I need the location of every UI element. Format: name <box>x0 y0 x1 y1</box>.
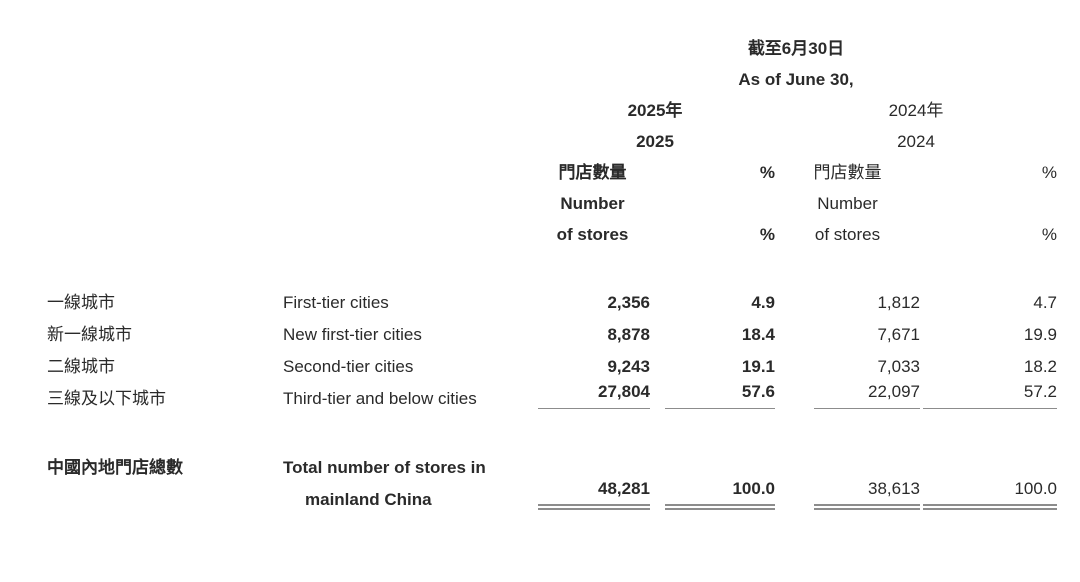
stores-2024-value: 7,671 <box>877 325 920 344</box>
stores-2025-value: 27,804 <box>538 382 650 409</box>
col-header-pct-2025: % <box>759 163 775 182</box>
table-row: 二線城市 Second-tier cities 9,243 19.1 7,033… <box>47 345 1057 377</box>
header-period-en-row: As of June 30, <box>47 59 1057 90</box>
spacer-row <box>47 245 1057 281</box>
total-label-cn: 中國內地門店總數 <box>47 458 183 477</box>
period-title-en: As of June 30, <box>738 70 854 89</box>
total-row-line1: 中國內地門店總數 Total number of stores in <box>47 446 1057 478</box>
stores-2025-value: 8,878 <box>607 325 650 344</box>
pct-2024-value: 57.2 <box>923 382 1057 409</box>
header-period-cn-row: 截至6月30日 <box>47 28 1057 59</box>
city-label-cn: 二線城市 <box>47 357 115 376</box>
total-pct-2024-value: 100.0 <box>923 479 1057 510</box>
pct-2025-value: 4.9 <box>751 293 775 312</box>
city-label-cn: 新一線城市 <box>47 325 132 344</box>
stores-2024-value: 7,033 <box>877 357 920 376</box>
header-cols-en1-row: Number Number <box>47 183 1057 214</box>
total-stores-2025-value: 48,281 <box>538 479 650 510</box>
stores-2024-value: 1,812 <box>877 293 920 312</box>
year-2024-cn: 2024年 <box>888 101 944 120</box>
period-title-cn: 截至6月30日 <box>747 39 845 58</box>
header-year-cn-row: 2025年 2024年 <box>47 90 1057 121</box>
header-year-en-row: 2025 2024 <box>47 121 1057 152</box>
col-header-pct-2024-en: % <box>1041 225 1057 244</box>
stores-2024-value: 22,097 <box>814 382 920 409</box>
pct-2024-value: 18.2 <box>1023 357 1057 376</box>
header-cols-cn-row: 門店數量 % 門店數量 % <box>47 152 1058 183</box>
city-label-en: Second-tier cities <box>283 357 414 376</box>
spacer-row <box>47 409 1057 446</box>
total-label-en-line1: Total number of stores in <box>283 458 486 477</box>
table-row: 一線城市 First-tier cities 2,356 4.9 1,812 4… <box>47 281 1057 313</box>
col-header-stores-2025-cn: 門店數量 <box>558 163 627 182</box>
col-header-stores-2024-en1: Number <box>817 194 878 213</box>
pct-2025-value: 19.1 <box>741 357 775 376</box>
col-header-stores-2024-en2: of stores <box>814 225 881 244</box>
col-header-stores-2025-en1: Number <box>560 194 625 213</box>
col-header-pct-2025-en: % <box>759 225 775 244</box>
header-cols-en2-row: of stores % of stores % <box>47 214 1057 245</box>
city-label-en: New first-tier cities <box>283 325 422 344</box>
year-2025-en: 2025 <box>636 132 674 151</box>
stores-by-city-tier-table: 截至6月30日 As of June 30, 2025年 2024年 2025 … <box>47 28 1057 510</box>
year-2024-en: 2024 <box>897 132 935 151</box>
total-row-line2: mainland China 48,281 100.0 38,613 100.0 <box>47 478 1057 510</box>
stores-2025-value: 2,356 <box>607 293 650 312</box>
table-row: 新一線城市 New first-tier cities 8,878 18.4 7… <box>47 313 1057 345</box>
col-header-stores-2025-en2: of stores <box>556 225 629 244</box>
pct-2025-value: 18.4 <box>741 325 775 344</box>
city-label-en: Third-tier and below cities <box>283 389 477 408</box>
stores-2025-value: 9,243 <box>607 357 650 376</box>
total-stores-2024-value: 38,613 <box>814 479 920 510</box>
pct-2024-value: 19.9 <box>1023 325 1057 344</box>
pct-2024-value: 4.7 <box>1033 293 1057 312</box>
col-header-pct-2024: % <box>1041 163 1057 182</box>
col-header-stores-2024-cn: 門店數量 <box>813 163 882 182</box>
city-label-en: First-tier cities <box>283 293 389 312</box>
year-2025-cn: 2025年 <box>627 101 683 120</box>
total-label-en-line2: mainland China <box>305 490 432 509</box>
city-label-cn: 三線及以下城市 <box>47 389 166 408</box>
table-row: 三線及以下城市 Third-tier and below cities 27,8… <box>47 377 1057 409</box>
total-pct-2025-value: 100.0 <box>665 479 775 510</box>
city-label-cn: 一線城市 <box>47 293 115 312</box>
pct-2025-value: 57.6 <box>665 382 775 409</box>
